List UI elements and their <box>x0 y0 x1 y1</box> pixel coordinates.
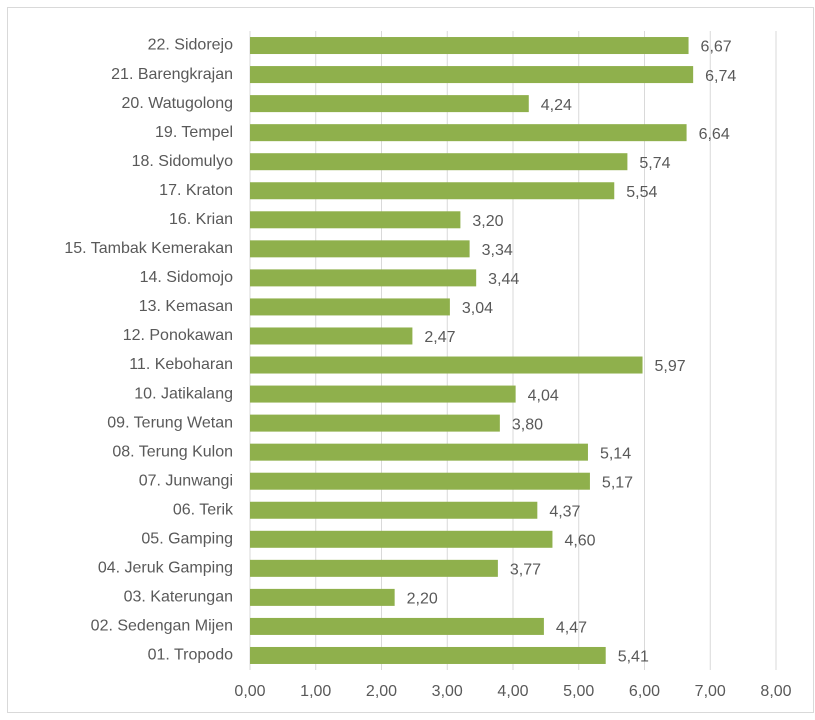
y-tick-label: 09. Terung Wetan <box>107 414 233 431</box>
x-tick-label: 2,00 <box>366 683 397 700</box>
bar <box>250 182 615 200</box>
y-tick-label: 20. Watugolong <box>122 95 233 112</box>
y-tick-label: 18. Sidomulyo <box>132 153 233 170</box>
y-tick-label: 05. Gamping <box>141 531 233 548</box>
y-tick-label: 16. Krian <box>169 211 233 228</box>
y-tick-label: 22. Sidorejo <box>148 37 233 54</box>
y-tick-label: 15. Tambak Kemerakan <box>64 240 233 257</box>
bar <box>250 472 590 490</box>
bar <box>250 588 395 606</box>
bar <box>250 37 689 55</box>
bar <box>250 646 606 664</box>
x-tick-label: 1,00 <box>300 683 331 700</box>
bar <box>250 298 450 316</box>
data-label: 3,77 <box>510 562 541 579</box>
data-label: 5,54 <box>626 184 657 201</box>
x-tick-label: 5,00 <box>563 683 594 700</box>
y-tick-label: 08. Terung Kulon <box>112 443 233 460</box>
bar <box>250 530 553 548</box>
y-tick-label: 10. Jatikalang <box>134 385 233 402</box>
data-label: 4,47 <box>556 620 587 637</box>
data-label: 4,24 <box>541 97 572 114</box>
y-tick-label: 02. Sedengan Mijen <box>91 618 233 635</box>
data-label: 3,44 <box>488 271 519 288</box>
bar <box>250 327 413 345</box>
x-tick-label: 4,00 <box>497 683 528 700</box>
data-label: 5,97 <box>655 358 686 375</box>
y-tick-label: 06. Terik <box>173 501 234 518</box>
data-label: 4,60 <box>564 533 595 550</box>
bar <box>250 414 500 432</box>
y-tick-label: 21. Barengkrajan <box>111 66 233 83</box>
data-label: 4,37 <box>549 503 580 520</box>
bar <box>250 501 538 519</box>
bar <box>250 617 544 635</box>
bar <box>250 385 516 403</box>
bar <box>250 66 694 84</box>
y-tick-label: 04. Jeruk Gamping <box>98 560 233 577</box>
x-tick-label: 0,00 <box>234 683 265 700</box>
bar <box>250 356 643 374</box>
data-label: 5,41 <box>618 649 649 666</box>
data-label: 6,64 <box>699 126 730 143</box>
bar <box>250 269 477 287</box>
data-label: 2,20 <box>407 591 438 608</box>
bar <box>250 95 529 113</box>
data-label: 3,20 <box>472 213 503 230</box>
x-tick-label: 8,00 <box>760 683 791 700</box>
data-label: 4,04 <box>528 387 559 404</box>
bar <box>250 211 461 229</box>
y-tick-label: 07. Junwangi <box>139 472 233 489</box>
data-label: 3,04 <box>462 300 493 317</box>
data-label: 5,74 <box>639 155 670 172</box>
bar <box>250 443 588 461</box>
y-tick-label: 12. Ponokawan <box>123 327 233 344</box>
x-tick-label: 7,00 <box>695 683 726 700</box>
y-tick-label: 01. Tropodo <box>148 647 234 664</box>
data-label: 5,14 <box>600 445 631 462</box>
bar <box>250 559 498 577</box>
data-label: 3,80 <box>512 416 543 433</box>
data-label: 6,67 <box>701 39 732 56</box>
y-tick-label: 13. Kemasan <box>139 298 233 315</box>
bar <box>250 124 687 142</box>
x-tick-label: 6,00 <box>629 683 660 700</box>
bar <box>250 153 628 171</box>
x-tick-label: 3,00 <box>432 683 463 700</box>
data-label: 6,74 <box>705 68 736 85</box>
y-tick-label: 03. Katerungan <box>124 589 233 606</box>
y-tick-label: 14. Sidomojo <box>140 269 233 286</box>
data-label: 3,34 <box>482 242 513 259</box>
bar <box>250 240 470 258</box>
y-tick-label: 19. Tempel <box>155 124 233 141</box>
data-label: 2,47 <box>424 329 455 346</box>
data-label: 5,17 <box>602 474 633 491</box>
y-tick-label: 11. Keboharan <box>129 356 233 373</box>
y-tick-label: 17. Kraton <box>159 182 233 199</box>
